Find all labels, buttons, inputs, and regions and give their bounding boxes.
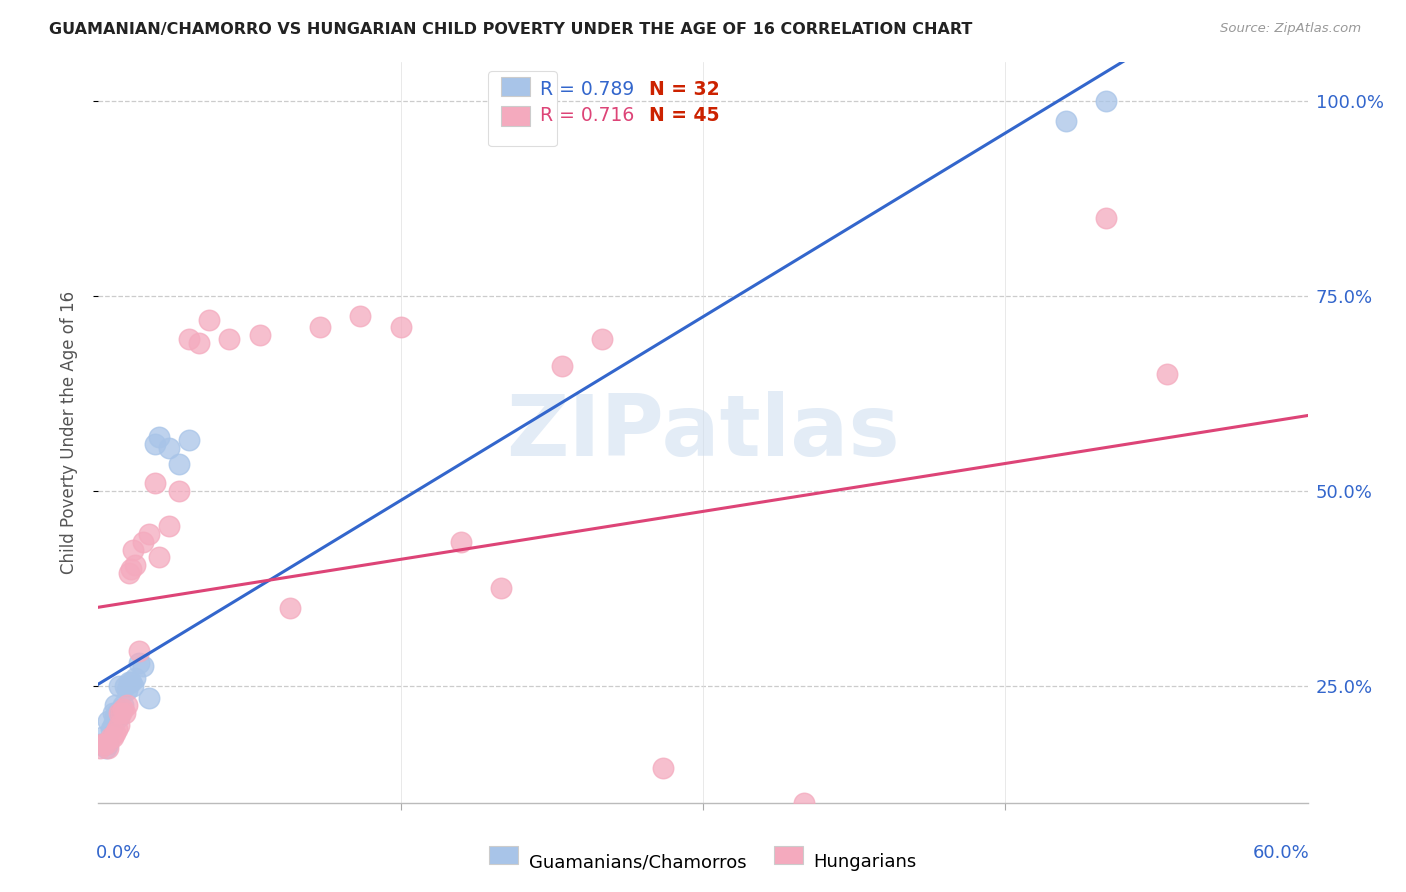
Point <box>100 730 122 744</box>
Point <box>121 542 143 557</box>
Point <box>1095 95 1118 109</box>
Point <box>179 434 201 448</box>
Point <box>591 332 613 346</box>
Point <box>450 534 472 549</box>
Point <box>128 644 150 658</box>
Point <box>114 679 136 693</box>
Point <box>1054 114 1077 128</box>
Point <box>491 582 513 596</box>
Point <box>692 858 714 872</box>
Point <box>114 706 136 721</box>
Point <box>120 675 142 690</box>
Point <box>107 706 129 721</box>
Point <box>124 558 146 573</box>
Legend: , : , <box>488 71 557 146</box>
Point <box>107 718 129 732</box>
Point <box>101 730 124 744</box>
Point <box>97 741 120 756</box>
Point <box>107 710 129 724</box>
Point <box>198 312 221 326</box>
Point <box>167 484 190 499</box>
Point <box>188 336 211 351</box>
Point <box>132 659 155 673</box>
Point <box>167 457 190 471</box>
Point <box>157 441 180 455</box>
Point <box>93 737 115 751</box>
Point <box>157 519 180 533</box>
Point <box>128 656 150 670</box>
Point <box>115 698 138 713</box>
Point <box>105 706 128 721</box>
Text: 0.0%: 0.0% <box>96 844 142 862</box>
Point <box>111 702 134 716</box>
Point <box>138 527 160 541</box>
Point <box>793 796 815 810</box>
Point <box>91 730 114 744</box>
Text: N = 45: N = 45 <box>648 106 718 125</box>
Text: ZIPatlas: ZIPatlas <box>506 391 900 475</box>
Point <box>733 842 755 856</box>
Point <box>118 675 141 690</box>
Point <box>97 737 120 751</box>
Point <box>115 682 138 697</box>
Point <box>91 737 114 751</box>
Point <box>551 359 574 374</box>
Point <box>121 679 143 693</box>
Point <box>96 737 118 751</box>
Point <box>132 534 155 549</box>
Point <box>103 698 125 713</box>
Point <box>103 710 125 724</box>
Point <box>96 741 118 756</box>
Point <box>110 702 132 716</box>
Point <box>148 550 170 565</box>
Text: R = 0.789: R = 0.789 <box>540 80 634 99</box>
Point <box>179 332 201 346</box>
Point <box>97 714 120 728</box>
Point <box>1156 367 1178 381</box>
Point <box>103 725 125 739</box>
Point <box>124 671 146 685</box>
Point <box>89 737 111 751</box>
Text: Source: ZipAtlas.com: Source: ZipAtlas.com <box>1220 22 1361 36</box>
Point <box>651 761 673 775</box>
Point <box>101 718 124 732</box>
Point <box>138 690 160 705</box>
Point <box>218 332 240 346</box>
Point <box>89 741 111 756</box>
Point <box>143 476 166 491</box>
Point <box>143 437 166 451</box>
Text: N = 32: N = 32 <box>648 80 720 99</box>
Point <box>120 562 142 576</box>
Point <box>349 309 371 323</box>
Legend: Guamanians/Chamorros, Hungarians: Guamanians/Chamorros, Hungarians <box>482 845 924 879</box>
Y-axis label: Child Poverty Under the Age of 16: Child Poverty Under the Age of 16 <box>59 291 77 574</box>
Point <box>148 429 170 443</box>
Point <box>93 737 115 751</box>
Point <box>111 698 134 713</box>
Point <box>107 679 129 693</box>
Point <box>101 706 124 721</box>
Point <box>105 722 128 736</box>
Point <box>110 706 132 721</box>
Point <box>249 328 271 343</box>
Point <box>278 601 301 615</box>
Point <box>100 722 122 736</box>
Point <box>389 320 412 334</box>
Point <box>309 320 332 334</box>
Point <box>118 566 141 580</box>
Text: R = 0.716: R = 0.716 <box>540 106 634 125</box>
Text: 60.0%: 60.0% <box>1253 844 1310 862</box>
Point <box>1095 211 1118 226</box>
Text: GUAMANIAN/CHAMORRO VS HUNGARIAN CHILD POVERTY UNDER THE AGE OF 16 CORRELATION CH: GUAMANIAN/CHAMORRO VS HUNGARIAN CHILD PO… <box>49 22 973 37</box>
